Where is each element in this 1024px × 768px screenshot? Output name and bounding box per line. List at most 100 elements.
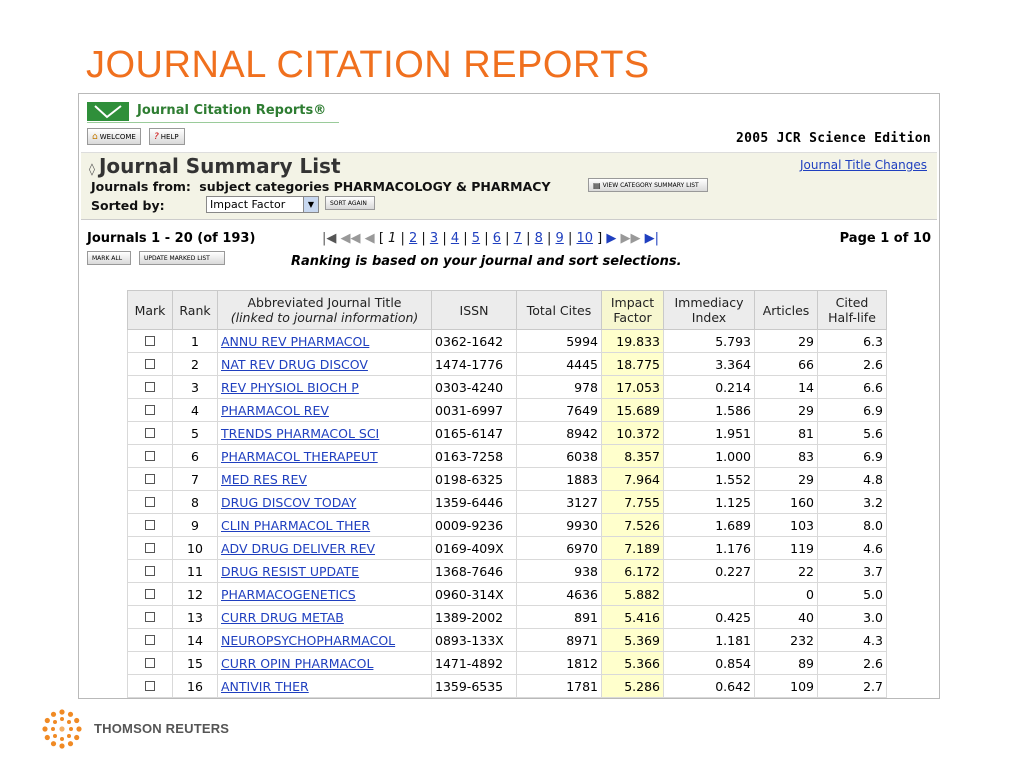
issn-cell: 1471-4892 [431,651,517,675]
mark-checkbox[interactable] [127,421,173,445]
page-link-4[interactable]: 4 [450,231,460,246]
journal-title-cell[interactable]: MED RES REV [217,467,432,491]
journal-title-cell[interactable]: CURR DRUG METAB [217,605,432,629]
journal-link[interactable]: MED RES REV [221,471,307,487]
sort-again-button[interactable]: SORT AGAIN [325,196,375,210]
prev-page-icon[interactable]: ◀ [364,231,375,246]
journal-title-changes-link[interactable]: Journal Title Changes [799,158,927,172]
page-link-5[interactable]: 5 [471,231,481,246]
journal-title-cell[interactable]: TRENDS PHARMACOL SCI [217,421,432,445]
journal-link[interactable]: ANTIVIR THER [221,678,309,694]
checkbox[interactable] [145,519,155,530]
journal-link[interactable]: PHARMACOL THERAPEUT [221,448,378,464]
journal-link[interactable]: CLIN PHARMACOL THER [221,517,371,533]
journal-link[interactable]: TRENDS PHARMACOL SCI [221,425,380,441]
journal-link[interactable]: CURR OPIN PHARMACOL [221,655,374,671]
page-link-2[interactable]: 2 [408,231,418,246]
next-page-icon[interactable]: ▶ [606,231,617,246]
journal-link[interactable]: NAT REV DRUG DISCOV [221,356,368,372]
checkbox[interactable] [145,381,155,392]
journal-title-cell[interactable]: NEUROPSYCHOPHARMACOL [217,628,432,652]
mark-checkbox[interactable] [127,536,173,560]
prev-ten-icon[interactable]: ◀◀ [340,231,361,246]
impact-factor-cell: 8.357 [601,444,664,468]
welcome-button[interactable]: ⌂ WELCOME [87,128,141,145]
last-page-icon[interactable]: ▶| [644,231,660,246]
journal-link[interactable]: PHARMACOGENETICS [221,586,356,602]
checkbox[interactable] [145,588,155,599]
table-row: 9 CLIN PHARMACOL THER 0009-9236 9930 7.526 1.… [127,513,887,537]
mark-checkbox[interactable] [127,674,173,698]
rank-cell: 16 [172,674,218,698]
impact-factor-cell: 7.755 [601,490,664,514]
articles-cell: 83 [754,444,818,468]
checkbox[interactable] [145,611,155,622]
journal-link[interactable]: ANNU REV PHARMACOL [221,333,370,349]
immediacy-cell: 0.227 [663,559,755,583]
mark-checkbox[interactable] [127,329,173,353]
mark-checkbox[interactable] [127,651,173,675]
articles-cell: 160 [754,490,818,514]
mark-checkbox[interactable] [127,605,173,629]
journal-title-cell[interactable]: CURR OPIN PHARMACOL [217,651,432,675]
sort-select[interactable]: Impact Factor ▼ [206,196,319,213]
journal-title-cell[interactable]: ANTIVIR THER [217,674,432,698]
mark-checkbox[interactable] [127,628,173,652]
page-link-8[interactable]: 8 [534,231,543,246]
journal-title-cell[interactable]: DRUG RESIST UPDATE [217,559,432,583]
journal-title-cell[interactable]: PHARMACOGENETICS [217,582,432,606]
page-link-10[interactable]: 10 [576,231,594,246]
mark-checkbox[interactable] [127,444,173,468]
journal-link[interactable]: CURR DRUG METAB [221,609,344,625]
journal-link[interactable]: DRUG RESIST UPDATE [221,563,360,579]
checkbox[interactable] [145,450,155,461]
checkbox[interactable] [145,680,155,691]
mark-checkbox[interactable] [127,375,173,399]
page-link-7[interactable]: 7 [513,231,522,246]
checkbox[interactable] [145,565,155,576]
journal-title-cell[interactable]: PHARMACOL REV [217,398,432,422]
checkbox[interactable] [145,657,155,668]
page-link-6[interactable]: 6 [492,231,501,246]
journal-title-cell[interactable]: REV PHYSIOL BIOCH P [217,375,432,399]
checkbox[interactable] [145,542,155,553]
help-button[interactable]: ? HELP [149,128,185,145]
journal-link[interactable]: DRUG DISCOV TODAY [221,494,357,510]
first-page-icon[interactable]: |◀ [322,231,337,246]
table-row: 13 CURR DRUG METAB 1389-2002 891 5.416 0.425 4… [127,605,887,629]
mark-checkbox[interactable] [127,352,173,376]
checkbox[interactable] [145,335,155,346]
update-marked-list-button[interactable]: UPDATE MARKED LIST [139,251,225,265]
journal-title-cell[interactable]: ANNU REV PHARMACOL [217,329,432,353]
checkbox[interactable] [145,427,155,438]
mark-checkbox[interactable] [127,467,173,491]
page-link-9[interactable]: 9 [555,231,564,246]
checkbox[interactable] [145,404,155,415]
journal-title-cell[interactable]: NAT REV DRUG DISCOV [217,352,432,376]
mark-checkbox[interactable] [127,398,173,422]
mark-checkbox[interactable] [127,559,173,583]
next-ten-icon[interactable]: ▶▶ [620,231,641,246]
total-cites-cell: 978 [516,375,602,399]
sorted-by-label: Sorted by: [91,198,165,213]
mark-all-button[interactable]: MARK ALL [87,251,131,265]
checkbox[interactable] [145,634,155,645]
journal-link[interactable]: REV PHYSIOL BIOCH P [221,379,359,395]
journal-link[interactable]: NEUROPSYCHOPHARMACOL [221,632,396,648]
checkbox[interactable] [145,358,155,369]
page-link-3[interactable]: 3 [429,231,439,246]
mark-checkbox[interactable] [127,513,173,537]
mark-checkbox[interactable] [127,582,173,606]
journal-title-cell[interactable]: ADV DRUG DELIVER REV [217,536,432,560]
mark-checkbox[interactable] [127,490,173,514]
half-life-cell: 6.6 [817,375,887,399]
journal-title-cell[interactable]: DRUG DISCOV TODAY [217,490,432,514]
jcr-logo-icon [87,102,129,121]
journal-link[interactable]: ADV DRUG DELIVER REV [221,540,376,556]
journal-title-cell[interactable]: CLIN PHARMACOL THER [217,513,432,537]
journal-title-cell[interactable]: PHARMACOL THERAPEUT [217,444,432,468]
view-category-summary-button[interactable]: ▤ VIEW CATEGORY SUMMARY LIST [588,178,708,192]
journal-link[interactable]: PHARMACOL REV [221,402,329,418]
checkbox[interactable] [145,496,155,507]
checkbox[interactable] [145,473,155,484]
